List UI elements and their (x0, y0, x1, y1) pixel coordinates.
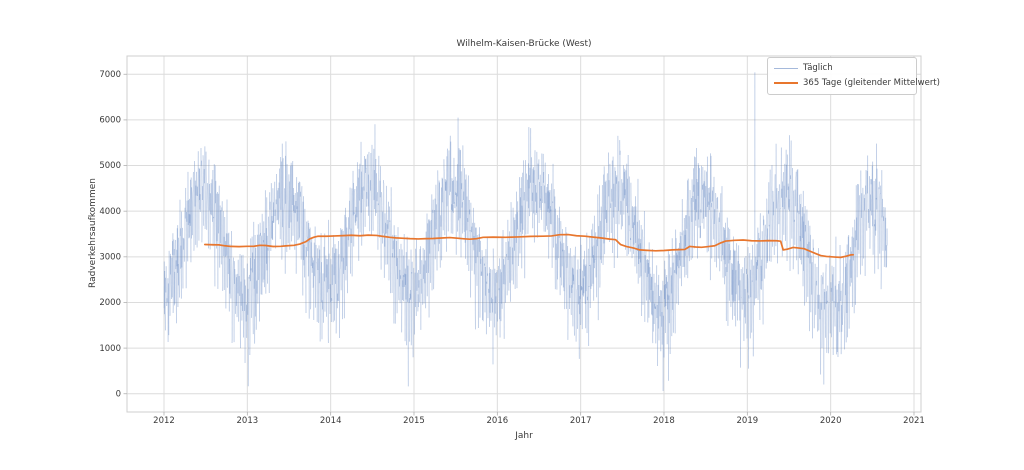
x-tick-label: 2013 (237, 416, 259, 426)
x-tick-label: 2014 (320, 416, 342, 426)
daily-series-line (163, 72, 888, 392)
x-tick-label: 2017 (570, 416, 592, 426)
x-axis-label: Jahr (515, 431, 533, 441)
y-tick-label: 7000 (99, 70, 121, 80)
legend-label-daily: Täglich (803, 63, 833, 73)
y-axis-label: Radverkehrsaufkommen (88, 178, 98, 288)
legend-item-daily: Täglich (774, 63, 910, 73)
y-tick-label: 4000 (99, 207, 121, 217)
x-tick-label: 2015 (403, 416, 425, 426)
plot-border (126, 55, 922, 413)
legend-item-rolling-mean: 365 Tage (gleitender Mittelwert) (774, 78, 940, 88)
rolling-mean-line-sample (774, 82, 798, 84)
daily-line-sample (774, 67, 798, 69)
x-tick-label: 2016 (487, 416, 509, 426)
y-tick-label: 0 (116, 389, 121, 399)
y-tick-label: 6000 (99, 116, 121, 126)
y-tick-label: 1000 (99, 344, 121, 354)
x-tick-label: 2020 (820, 416, 842, 426)
rolling-mean-line (203, 233, 855, 259)
x-tick-label: 2021 (903, 416, 925, 426)
x-tick-label: 2019 (737, 416, 759, 426)
legend-label-rolling-mean: 365 Tage (gleitender Mittelwert) (803, 78, 940, 88)
y-tick-label: 5000 (99, 161, 121, 171)
legend: Täglich 365 Tage (gleitender Mittelwert) (767, 57, 940, 95)
x-tick-label: 2018 (653, 416, 675, 426)
x-tick-label: 2012 (153, 416, 175, 426)
y-tick-label: 2000 (99, 298, 121, 308)
chart-title: Wilhelm-Kaisen-Brücke (West) (456, 39, 592, 49)
y-tick-label: 3000 (99, 253, 121, 263)
